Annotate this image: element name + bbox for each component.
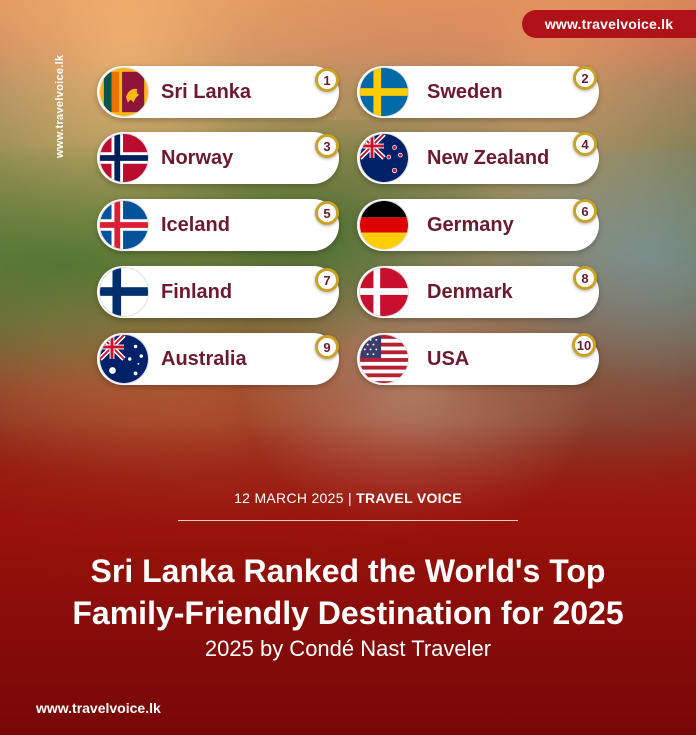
ranking-item-usa: USA [357,333,599,385]
denmark-flag-icon [359,267,409,317]
dateline: 12 MARCH 2025 | TRAVEL VOICE [0,490,696,506]
divider-line [178,520,518,521]
country-name: Sweden [427,80,503,103]
ranking-item-iceland: Iceland [97,199,339,251]
rank-badge-9: 9 [315,335,339,359]
ranking-item-sri-lanka: Sri Lanka [97,66,339,118]
footer-url[interactable]: www.travelvoice.lk [36,700,161,716]
site-url-badge[interactable]: www.travelvoice.lk [522,10,696,38]
country-name: Germany [427,213,514,236]
rank-badge-3: 3 [315,134,339,158]
headline: Sri Lanka Ranked the World's Top Family-… [0,550,696,634]
rank-badge-5: 5 [315,201,339,225]
ranking-item-denmark: Denmark [357,266,599,318]
country-name: Australia [161,347,247,370]
side-vertical-url: www.travelvoice.lk [54,54,66,158]
ranking-item-new-zealand: New Zealand [357,132,599,184]
country-name: Norway [161,146,234,169]
subline: 2025 by Condé Nast Traveler [204,636,492,661]
country-name: Finland [161,280,233,303]
ranking-item-germany: Germany [357,199,599,251]
new-zealand-flag-icon [359,133,409,183]
country-name: Denmark [427,280,513,303]
ranking-item-sweden: Sweden [357,66,599,118]
ranking-item-finland: Finland [97,266,339,318]
rank-badge-10: 10 [572,333,596,357]
iceland-flag-icon [99,200,149,250]
finland-flag-icon [99,267,149,317]
australia-flag-icon [99,334,149,384]
sweden-flag-icon [359,67,409,117]
rank-badge-6: 6 [573,199,597,223]
country-name: Iceland [161,213,230,236]
date-text: 12 MARCH 2025 [234,490,344,506]
ranking-item-australia: Australia [97,333,339,385]
country-name: New Zealand [427,146,550,169]
country-name: USA [427,347,470,370]
ranking-item-norway: Norway [97,132,339,184]
headline-line-1: Sri Lanka Ranked the World's Top [90,553,606,589]
headline-line-2: Family-Friendly Destination for 2025 [72,595,624,631]
rank-badge-1: 1 [315,68,339,92]
germany-flag-icon [359,200,409,250]
bottom-red-fade [0,420,696,735]
rank-badge-4: 4 [573,132,597,156]
dateline-separator: | [348,490,352,506]
rank-badge-7: 7 [315,268,339,292]
rank-badge-8: 8 [573,266,597,290]
country-name: Sri Lanka [161,80,252,103]
rank-badge-2: 2 [573,66,597,90]
norway-flag-icon [99,133,149,183]
source-text: TRAVEL VOICE [356,490,462,506]
usa-flag-icon [359,334,409,384]
sri-lanka-flag-icon [99,67,149,117]
